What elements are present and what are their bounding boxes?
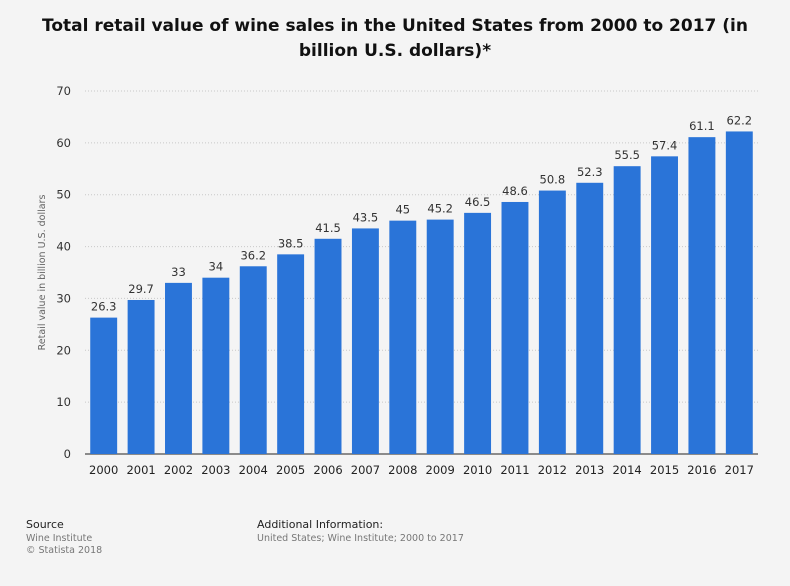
- bar-2008: [389, 220, 417, 454]
- value-label: 38.5: [278, 236, 304, 250]
- chart-title: Total retail value of wine sales in the …: [42, 16, 748, 61]
- x-tick-label: 2000: [89, 463, 118, 477]
- grid-lines: [85, 90, 758, 403]
- value-label: 41.5: [315, 221, 341, 235]
- copyright-line: © Statista 2018: [26, 545, 103, 556]
- bar-2013: [576, 182, 604, 454]
- bar-2009: [426, 219, 454, 454]
- x-tick-label: 2006: [313, 463, 342, 477]
- value-label: 50.8: [540, 173, 566, 187]
- value-label: 26.3: [91, 300, 117, 314]
- x-tick-label: 2004: [239, 463, 268, 477]
- bar-2014: [613, 166, 641, 454]
- bar-2016: [688, 137, 716, 454]
- y-tick-label: 60: [56, 136, 71, 150]
- x-tick-label: 2016: [687, 463, 716, 477]
- x-tick-label: 2010: [463, 463, 492, 477]
- x-tick-label: 2009: [426, 463, 455, 477]
- x-tick-label: 2001: [126, 463, 155, 477]
- source-section: Source Wine Institute © Statista 2018: [26, 518, 226, 557]
- value-label: 36.2: [240, 248, 266, 262]
- x-tick-labels: 2000 2001 2002 2003 2004 2005 2006 2007 2008 2009…: [89, 463, 754, 477]
- x-tick-label: 2012: [538, 463, 567, 477]
- y-tick-label: 0: [64, 447, 71, 461]
- value-label: 45.2: [427, 202, 453, 216]
- bar-2007: [351, 228, 379, 454]
- y-tick-label: 70: [56, 84, 71, 98]
- value-label: 33: [171, 265, 186, 279]
- y-tick-label: 20: [56, 343, 71, 357]
- bar-2011: [501, 201, 529, 454]
- bar-2001: [127, 299, 155, 454]
- value-labels: 26.3 29.7 33 34 36.2 38.5 41.5 43.5 45 45.2 46.5 48…: [91, 113, 752, 313]
- bar-2006: [314, 238, 342, 454]
- x-tick-label: 2014: [612, 463, 641, 477]
- value-label: 34: [209, 260, 224, 274]
- y-tick-label: 40: [56, 240, 71, 254]
- x-tick-label: 2017: [725, 463, 754, 477]
- y-tick-label: 50: [56, 188, 71, 202]
- bar-2004: [239, 266, 267, 454]
- bar-2000: [90, 317, 118, 454]
- value-label: 61.1: [689, 119, 715, 133]
- x-tick-label: 2011: [500, 463, 529, 477]
- x-tick-label: 2008: [388, 463, 417, 477]
- bar-2017: [725, 131, 753, 454]
- source-heading: Source: [26, 518, 64, 531]
- x-tick-label: 2003: [201, 463, 230, 477]
- x-tick-label: 2002: [164, 463, 193, 477]
- source-line: Wine Institute: [26, 533, 93, 544]
- value-label: 46.5: [465, 195, 491, 209]
- value-label: 45: [395, 203, 410, 217]
- value-label: 43.5: [353, 210, 379, 224]
- bar-chart: 26.3 29.7 33 34 36.2 38.5 41.5 43.5 45 45.2 46.5 48…: [37, 84, 758, 477]
- bar-2015: [651, 156, 678, 454]
- bar-2003: [202, 277, 230, 454]
- x-tick-label: 2013: [575, 463, 604, 477]
- x-tick-label: 2005: [276, 463, 305, 477]
- bar-2005: [277, 254, 305, 454]
- y-tick-label: 30: [56, 291, 71, 305]
- value-label: 62.2: [727, 113, 753, 127]
- value-label: 55.5: [614, 148, 640, 162]
- y-axis-label: Retail value in billion U.S. dollars: [37, 195, 48, 351]
- bar-2012: [538, 190, 566, 454]
- value-label: 48.6: [502, 184, 528, 198]
- bar-2010: [464, 212, 492, 454]
- x-tick-label: 2015: [650, 463, 679, 477]
- y-tick-labels: 0 10 20 30 40 50 60 70: [56, 84, 71, 461]
- additional-info-text: United States; Wine Institute; 2000 to 2…: [257, 533, 464, 544]
- value-label: 57.4: [652, 138, 678, 152]
- y-tick-label: 10: [56, 395, 71, 409]
- bar-2002: [165, 282, 192, 454]
- value-label: 52.3: [577, 165, 603, 179]
- additional-info-section: Additional Information: United States; W…: [257, 518, 677, 545]
- bars: [90, 131, 753, 454]
- value-label: 29.7: [128, 282, 154, 296]
- additional-info-heading: Additional Information:: [257, 518, 384, 531]
- x-tick-label: 2007: [351, 463, 380, 477]
